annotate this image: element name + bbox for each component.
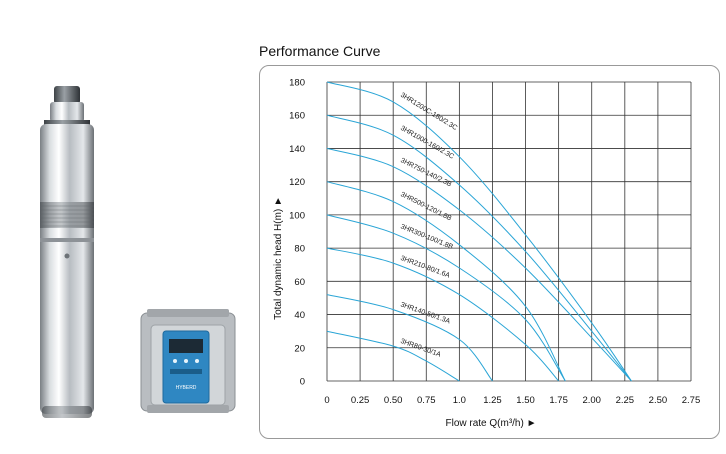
series-labels: 3HR1200C-180/2.3C3HR1000-160/2.3C3HR750-… [399,92,458,359]
pump-controller-image: HYBERD [140,309,236,413]
x-tick-label: 0 [324,395,329,406]
series-line [326,181,566,382]
y-tick-label: 40 [294,310,305,321]
x-tick-label: 2.75 [682,395,701,406]
x-tick-label: 1.50 [516,395,535,406]
x-tick-label: 0.75 [417,395,436,406]
page-title: Performance Curve [259,43,381,59]
x-tick-labels: 0 0.25 0.50 0.75 1.0 1.25 1.50 1.75 2.00 2.25 2.50… [324,395,700,406]
y-tick-labels: 0 20 40 60 80 100 120 140 160 180 [289,78,305,388]
series-line [326,330,460,382]
y-tick-label: 120 [289,177,305,188]
y-tick-label: 100 [289,210,305,221]
series-label: 3HR1000-160/2.3C [399,125,455,161]
series-line [326,247,559,382]
series-line [326,294,493,382]
x-tick-label: 1.75 [549,395,568,406]
y-tick-label: 180 [289,78,305,89]
series-line [326,214,566,382]
y-tick-label: 0 [300,377,305,388]
x-tick-label: 2.00 [582,395,601,406]
series-line [326,81,632,382]
y-tick-label: 60 [294,277,305,288]
series-label: 3HR80-30/1A [399,338,442,359]
performance-chart: 0 0.25 0.50 0.75 1.0 1.25 1.50 1.75 2.00 2.25 2.50… [273,78,700,430]
submersible-pump-image [40,86,94,418]
series-line [326,114,632,382]
y-axis-label: Total dynamic head H(m) ► [273,196,284,320]
x-tick-label: 1.0 [453,395,466,406]
series-label: 3HR300-100/1.8B [399,223,454,251]
y-tick-label: 80 [294,244,305,255]
x-tick-label: 0.25 [351,395,370,406]
x-tick-label: 0.50 [384,395,403,406]
x-tick-label: 2.25 [616,395,635,406]
x-axis-label: Flow rate Q(m³/h) ► [445,418,536,429]
x-tick-label: 2.50 [649,395,668,406]
y-tick-label: 140 [289,144,305,155]
series-line [326,147,632,382]
chart-grid [326,81,692,382]
y-tick-label: 160 [289,111,305,122]
controller-brand-text: HYBERD [176,385,197,391]
chart-curves [326,81,632,382]
y-tick-label: 20 [294,343,305,354]
x-tick-label: 1.25 [483,395,502,406]
